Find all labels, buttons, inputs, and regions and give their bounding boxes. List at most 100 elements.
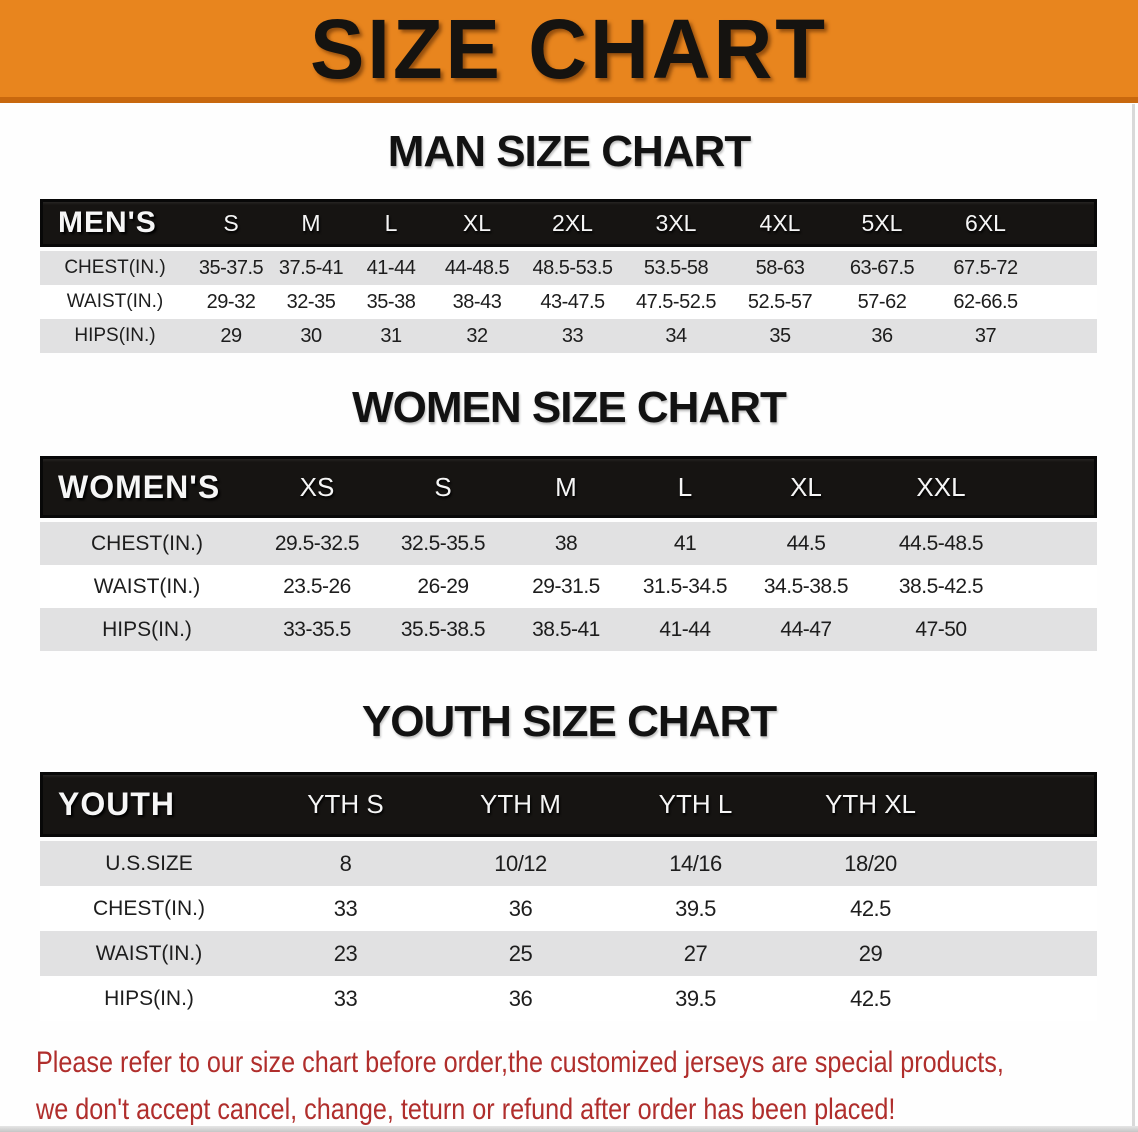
men-cell: 29: [220, 324, 242, 347]
youth-cell: 42.5: [850, 895, 891, 921]
men-cell: 33: [561, 324, 584, 347]
men-size-col-3xl: 3XL: [655, 209, 697, 236]
men-cell: 34: [665, 324, 687, 347]
youth-cell: 8: [339, 850, 352, 876]
youth-cell: 10/12: [494, 850, 547, 876]
youth-size-col-yth-m: YTH M: [480, 789, 561, 819]
youth-cell: 36: [508, 895, 533, 921]
men-row-label: HIPS(IN.): [74, 325, 156, 346]
men-cell: 58-63: [755, 256, 805, 279]
youth-table-row: U.S.SIZE 8 10/12 14/16 18/20: [40, 841, 1097, 886]
photo-bottom-edge: [0, 1126, 1138, 1132]
men-cell: 35-37.5: [198, 256, 264, 279]
youth-chart-title: YOUTH SIZE CHART: [361, 697, 777, 746]
women-cell: 35.5-38.5: [400, 617, 486, 641]
youth-table-row: CHEST(IN.) 33 36 39.5 42.5: [40, 886, 1097, 931]
women-cell: 44-47: [780, 617, 832, 641]
men-cell: 44-48.5: [444, 256, 510, 279]
men-cell: 57-62: [857, 290, 907, 313]
youth-size-col-yth-xl: YTH XL: [824, 789, 917, 819]
women-cell: 41-44: [659, 617, 711, 641]
women-header-label: WOMEN'S: [58, 468, 221, 505]
men-chart-title: MAN SIZE CHART: [387, 127, 751, 176]
women-cell: 34.5-38.5: [763, 574, 849, 598]
women-cell: 47-50: [915, 617, 967, 641]
men-table-row: HIPS(IN.) 29 30 31 32 33 34 35 36 37: [40, 319, 1097, 353]
women-size-col-xxl: XXL: [916, 471, 966, 502]
youth-row-label: U.S.SIZE: [105, 851, 193, 875]
men-cell: 37.5-41: [278, 256, 344, 279]
men-cell: 43-47.5: [540, 290, 605, 313]
men-cell: 32: [466, 324, 488, 347]
youth-cell: 29: [858, 940, 883, 966]
order-disclaimer: Please refer to our size chart before or…: [36, 1039, 1004, 1132]
women-row-label: WAIST(IN.): [93, 574, 201, 598]
men-cell: 35-38: [366, 290, 416, 313]
women-size-col-l: L: [677, 471, 693, 502]
women-cell: 23.5-26: [283, 574, 351, 598]
youth-table-header-row: YOUTH YTH S YTH M YTH L YTH XL: [40, 772, 1097, 837]
women-size-col-xs: XS: [299, 471, 335, 502]
women-cell: 38.5-42.5: [898, 574, 984, 598]
men-cell: 52.5-57: [747, 290, 813, 313]
men-size-col-5xl: 5XL: [861, 209, 903, 236]
men-cell: 41-44: [366, 256, 416, 279]
women-cell: 44.5: [786, 531, 826, 555]
men-cell: 37: [974, 324, 997, 347]
youth-size-col-yth-l: YTH L: [658, 789, 733, 819]
women-size-col-s: S: [434, 471, 452, 502]
youth-table-row: WAIST(IN.) 23 25 27 29: [40, 931, 1097, 976]
men-cell: 30: [300, 324, 322, 347]
women-cell: 32.5-35.5: [400, 531, 486, 555]
women-table-row: WAIST(IN.) 23.5-26 26-29 29-31.5 31.5-34.5 34…: [40, 565, 1097, 608]
disclaimer-line-1: Please refer to our size chart before or…: [36, 1046, 1004, 1079]
men-size-col-4xl: 4XL: [759, 209, 801, 236]
women-size-col-xl: XL: [790, 471, 822, 502]
men-cell: 31: [380, 324, 402, 347]
men-table-row: WAIST(IN.) 29-32 32-35 35-38 38-43 43-47.5 47.…: [40, 285, 1097, 319]
women-row-label: CHEST(IN.): [91, 531, 203, 555]
photo-right-edge: [1132, 104, 1135, 1126]
youth-size-table: YOUTH YTH S YTH M YTH L YTH XL U.S.SIZE 8 10/12…: [40, 772, 1097, 1021]
women-row-label: HIPS(IN.): [102, 617, 192, 641]
women-cell: 44.5-48.5: [898, 531, 984, 555]
women-cell: 29.5-32.5: [274, 531, 360, 555]
youth-size-col-yth-s: YTH S: [307, 789, 384, 819]
men-cell: 29-32: [206, 290, 256, 313]
youth-row-label: CHEST(IN.): [93, 896, 205, 920]
youth-cell: 39.5: [675, 985, 716, 1011]
women-cell: 31.5-34.5: [642, 574, 728, 598]
women-table-header-row: WOMEN'S XS S M L XL XXL: [40, 456, 1097, 518]
disclaimer-line-2: we don't accept cancel, change, teturn o…: [36, 1093, 896, 1126]
men-cell: 48.5-53.5: [532, 256, 613, 279]
women-cell: 38: [554, 531, 578, 555]
men-size-col-l: L: [384, 209, 398, 236]
men-size-col-xl: XL: [462, 209, 492, 236]
youth-cell: 14/16: [669, 850, 722, 876]
women-cell: 33-35.5: [283, 617, 351, 641]
men-cell: 32-35: [286, 290, 336, 313]
men-cell: 62-66.5: [953, 290, 1018, 313]
men-cell: 47.5-52.5: [635, 290, 717, 313]
men-cell: 67.5-72: [953, 256, 1018, 279]
women-cell: 41: [673, 531, 697, 555]
men-row-label: WAIST(IN.): [66, 291, 164, 312]
men-table-header-row: MEN'S S M L XL 2XL 3XL 4XL 5XL 6XL: [40, 199, 1097, 247]
youth-cell: 25: [508, 940, 533, 966]
women-cell: 38.5-41: [532, 617, 600, 641]
men-size-col-m: M: [301, 209, 321, 236]
women-size-col-m: M: [555, 471, 577, 502]
youth-cell: 23: [333, 940, 358, 966]
men-size-col-6xl: 6XL: [965, 209, 1006, 236]
men-size-chart-section: MAN SIZE CHART MEN'S S M L XL 2XL 3XL 4XL 5XL 6XL…: [0, 127, 1138, 353]
women-cell: 26-29: [417, 574, 469, 598]
size-chart-banner: SIZE CHART: [0, 0, 1138, 103]
men-row-label: CHEST(IN.): [64, 257, 166, 278]
youth-cell: 18/20: [844, 850, 897, 876]
women-table-row: CHEST(IN.) 29.5-32.5 32.5-35.5 38 41 44.5 44.5…: [40, 522, 1097, 565]
youth-row-label: WAIST(IN.): [95, 941, 203, 965]
men-cell: 53.5-58: [643, 256, 709, 279]
men-cell: 36: [871, 324, 893, 347]
youth-cell: 27: [683, 940, 708, 966]
youth-table-row: HIPS(IN.) 33 36 39.5 42.5: [40, 976, 1097, 1021]
